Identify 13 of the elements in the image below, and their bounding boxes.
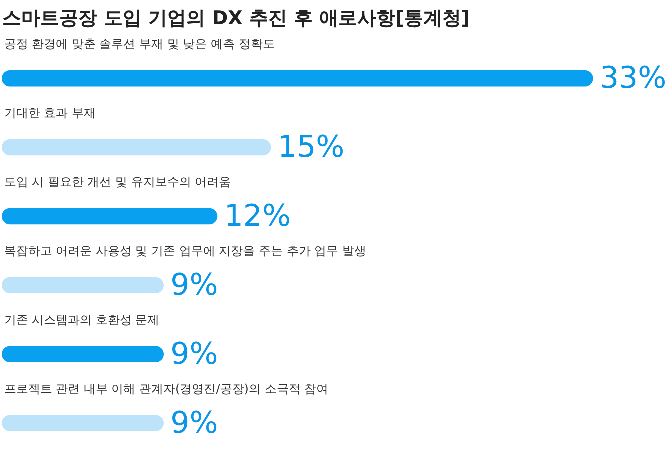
- data-label: 12%: [224, 198, 291, 234]
- y-tick-label: 기대한 효과 부재: [4, 106, 96, 120]
- data-label: 9%: [170, 406, 218, 441]
- data-label: 9%: [170, 268, 218, 303]
- y-tick-label: 프로젝트 관련 내부 이해 관계자(경영진/공장)의 소극적 참여: [4, 382, 329, 396]
- data-label: 33%: [600, 61, 667, 96]
- y-tick-label: 공정 환경에 맞춘 솔루션 부재 및 낮은 예측 정확도: [4, 37, 275, 52]
- chart-title: 스마트공장 도입 기업의 DX 추진 후 애로사항[통계청]: [2, 8, 470, 30]
- data-label: 15%: [278, 130, 345, 166]
- data-label: 9%: [170, 336, 218, 372]
- y-tick-label: 복잡하고 어려운 사용성 및 기존 업무에 지장을 주는 추가 업무 발생: [4, 244, 366, 258]
- y-tick-label: 기존 시스템과의 호환성 문제: [4, 312, 160, 327]
- y-tick-label: 도입 시 필요한 개선 및 유지보수의 어려움: [4, 175, 232, 190]
